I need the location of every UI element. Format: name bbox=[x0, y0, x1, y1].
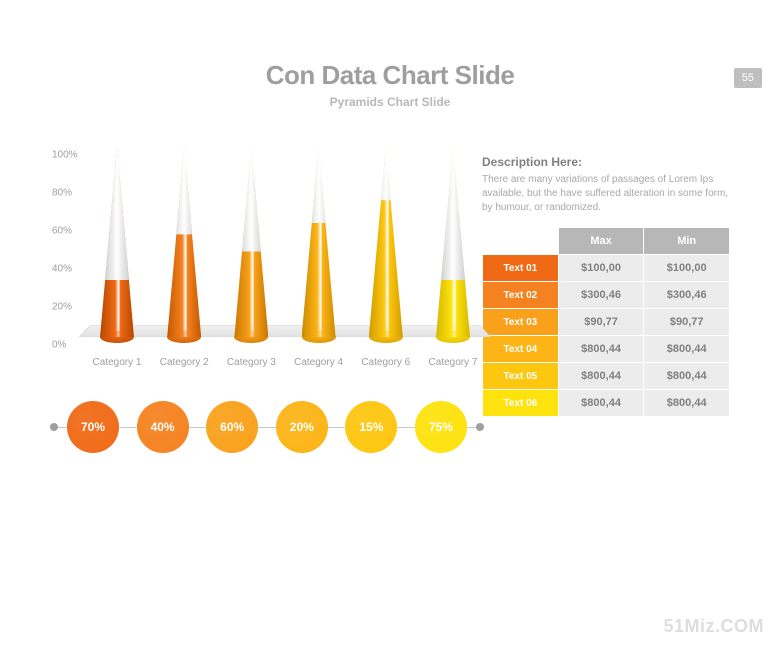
cell-min: $800,44 bbox=[644, 363, 729, 389]
table-row: Text 02$300,46$300,46 bbox=[483, 282, 729, 308]
page-number: 55 bbox=[734, 68, 762, 88]
cone-chart: 0%20%40%60%80%100%Category 1Category 2Ca… bbox=[52, 155, 482, 365]
data-table: Max Min Text 01$100,00$100,00Text 02$300… bbox=[482, 227, 730, 417]
cell-min: $800,44 bbox=[644, 336, 729, 362]
cone-body bbox=[436, 147, 470, 337]
cell-min: $300,46 bbox=[644, 282, 729, 308]
table-row: Text 01$100,00$100,00 bbox=[483, 255, 729, 281]
cell-min: $800,44 bbox=[644, 390, 729, 416]
cone-body bbox=[369, 147, 403, 337]
y-axis-label: 80% bbox=[52, 188, 72, 199]
cell-max: $100,00 bbox=[559, 255, 644, 281]
y-axis-label: 100% bbox=[52, 150, 78, 161]
x-axis-label: Category 4 bbox=[291, 357, 347, 368]
cone-body bbox=[302, 147, 336, 337]
cone-body bbox=[100, 147, 134, 337]
table-header-max: Max bbox=[559, 228, 644, 254]
row-label: Text 02 bbox=[483, 282, 558, 308]
cone bbox=[430, 147, 476, 337]
y-axis-label: 40% bbox=[52, 264, 72, 275]
title-block: Con Data Chart Slide Pyramids Chart Slid… bbox=[0, 60, 780, 109]
cell-min: $90,77 bbox=[644, 309, 729, 335]
cell-min: $100,00 bbox=[644, 255, 729, 281]
percent-circle: 75% bbox=[415, 401, 467, 453]
y-axis-label: 60% bbox=[52, 226, 72, 237]
table-row: Text 06$800,44$800,44 bbox=[483, 390, 729, 416]
page-title: Con Data Chart Slide bbox=[0, 60, 780, 91]
line-dot-right bbox=[476, 423, 484, 431]
y-axis-label: 20% bbox=[52, 302, 72, 313]
cell-max: $90,77 bbox=[559, 309, 644, 335]
table-header-blank bbox=[483, 228, 558, 254]
cell-max: $300,46 bbox=[559, 282, 644, 308]
percent-circle: 70% bbox=[67, 401, 119, 453]
x-axis-label: Category 6 bbox=[358, 357, 414, 368]
table-row: Text 04$800,44$800,44 bbox=[483, 336, 729, 362]
x-axis-label: Category 3 bbox=[223, 357, 279, 368]
percent-circle: 60% bbox=[206, 401, 258, 453]
circle-row: 70% 40% 60% 20% 15% 75% bbox=[52, 399, 482, 455]
cone bbox=[363, 147, 409, 337]
description-text: There are many variations of passages of… bbox=[482, 173, 730, 215]
cell-max: $800,44 bbox=[559, 336, 644, 362]
cone bbox=[228, 147, 274, 337]
x-axis-label: Category 2 bbox=[156, 357, 212, 368]
cone bbox=[94, 147, 140, 337]
cell-max: $800,44 bbox=[559, 390, 644, 416]
row-label: Text 05 bbox=[483, 363, 558, 389]
x-axis-label: Category 1 bbox=[89, 357, 145, 368]
page-subtitle: Pyramids Chart Slide bbox=[0, 95, 780, 109]
table-body: Text 01$100,00$100,00Text 02$300,46$300,… bbox=[483, 255, 729, 416]
cone-body bbox=[234, 147, 268, 337]
percent-circle: 15% bbox=[345, 401, 397, 453]
cell-max: $800,44 bbox=[559, 363, 644, 389]
row-label: Text 01 bbox=[483, 255, 558, 281]
row-label: Text 04 bbox=[483, 336, 558, 362]
table-row: Text 05$800,44$800,44 bbox=[483, 363, 729, 389]
cone bbox=[296, 147, 342, 337]
x-axis-label: Category 7 bbox=[425, 357, 481, 368]
row-label: Text 06 bbox=[483, 390, 558, 416]
row-label: Text 03 bbox=[483, 309, 558, 335]
cone bbox=[161, 147, 207, 337]
line-dot-left bbox=[50, 423, 58, 431]
description-title: Description Here: bbox=[482, 155, 730, 169]
percent-circle: 20% bbox=[276, 401, 328, 453]
table-row: Text 03$90,77$90,77 bbox=[483, 309, 729, 335]
percent-circle: 40% bbox=[137, 401, 189, 453]
cone-body bbox=[167, 147, 201, 337]
table-header-min: Min bbox=[644, 228, 729, 254]
watermark: 51Miz.COM bbox=[663, 616, 764, 637]
y-axis-label: 0% bbox=[52, 340, 66, 351]
chart-plot bbox=[94, 155, 476, 345]
